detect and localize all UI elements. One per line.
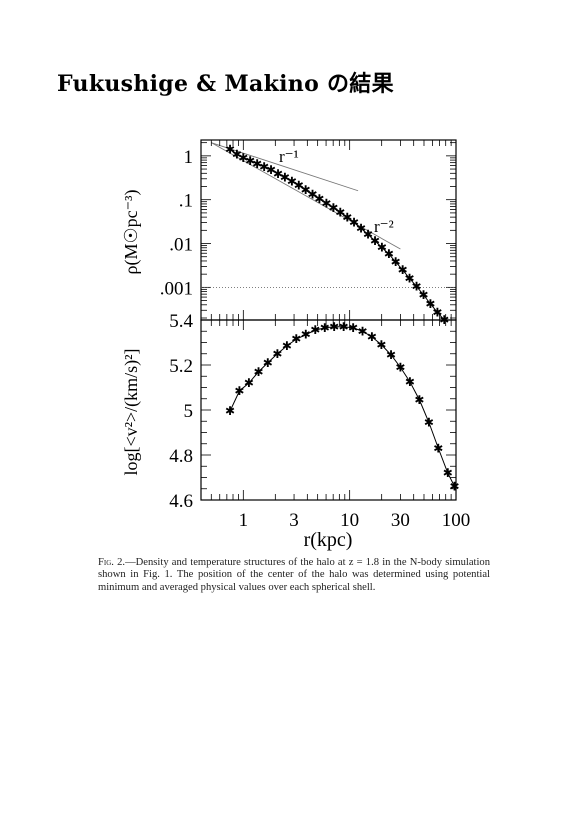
data-point: ✱ xyxy=(328,201,338,215)
temperature-frame xyxy=(200,319,457,501)
page-title: Fukushige & Makino の結果 xyxy=(57,71,394,97)
y-tick-label: 4.6 xyxy=(169,491,193,512)
y-tick-label: .001 xyxy=(160,278,193,299)
data-point: ✱ xyxy=(310,323,320,337)
data-point: ✱ xyxy=(287,174,297,188)
x-axis-label: r(kpc) xyxy=(304,529,353,551)
data-point: ✱ xyxy=(225,143,235,157)
data-point: ✱ xyxy=(398,263,408,277)
data-point: ✱ xyxy=(272,347,282,361)
data-point: ✱ xyxy=(263,356,273,370)
data-point: ✱ xyxy=(443,466,453,480)
data-point: ✱ xyxy=(386,348,396,362)
data-point: ✱ xyxy=(377,241,387,255)
power-law-guide xyxy=(211,142,401,250)
data-point: ✱ xyxy=(291,332,301,346)
temperature-y-label: log[<v²>/(km/s)²] xyxy=(121,348,142,475)
x-tick-label: 100 xyxy=(442,510,471,531)
data-point: ✱ xyxy=(424,415,434,429)
density-y-label: ρ(M☉pc⁻³) xyxy=(121,189,142,274)
data-point: ✱ xyxy=(342,211,352,225)
data-point: ✱ xyxy=(367,330,377,344)
data-point: ✱ xyxy=(357,324,367,338)
data-point: ✱ xyxy=(370,234,380,248)
data-point: ✱ xyxy=(280,171,290,185)
data-point: ✱ xyxy=(314,192,324,206)
density-series-line xyxy=(229,149,445,321)
temperature-panel: 4.64.855.25.41 3 10 30 100✱✱✱✱✱✱✱ ✱ ✱ ✱ ✱ ✱ ✱ ✱ ✱ ✱✱✱… xyxy=(169,140,470,531)
data-point: ✱ xyxy=(348,321,358,335)
data-point: ✱ xyxy=(232,147,242,161)
temperature-series-line xyxy=(229,326,456,487)
data-point: ✱ xyxy=(405,271,415,285)
data-point: ✱ xyxy=(294,179,304,193)
figure-caption: Fig. 2.—Density and temperature structur… xyxy=(98,557,490,594)
data-point: ✱ xyxy=(238,151,248,165)
data-point: ✱ xyxy=(412,279,422,293)
data-point: ✱ xyxy=(273,167,283,181)
data-point: ✱ xyxy=(225,404,235,418)
data-point: ✱ xyxy=(414,393,424,407)
data-point: ✱ xyxy=(245,154,255,168)
caption-label: Fig. 2. xyxy=(98,557,126,568)
data-point: ✱ xyxy=(234,384,244,398)
power-law-guide xyxy=(211,142,359,192)
y-tick-label: 1 xyxy=(184,147,194,168)
data-point: ✱ xyxy=(321,196,331,210)
data-point: ✱ xyxy=(391,255,401,269)
y-tick-label: 5.4 xyxy=(169,311,193,332)
data-point: ✱ xyxy=(395,360,405,374)
density-panel: 1.1.01.001r⁻¹r⁻²✱✱✱✱✱✱✱✱✱✱✱✱✱✱✱✱✱✱✱✱✱✱✱✱… xyxy=(160,139,457,327)
data-point: ✱ xyxy=(266,163,276,177)
data-point: ✱ xyxy=(433,441,443,455)
x-tick-label: 1 xyxy=(239,510,249,531)
caption-text: —Density and temperature structures of t… xyxy=(98,557,490,593)
x-tick-label: 30 xyxy=(391,510,410,531)
y-tick-label: 5 xyxy=(184,401,194,422)
data-point: ✱ xyxy=(356,222,366,236)
data-point: ✱ xyxy=(384,247,394,261)
data-point: ✱ xyxy=(376,338,386,352)
y-tick-label: 5.2 xyxy=(169,356,193,377)
data-point: ✱ xyxy=(432,305,442,319)
x-tick-label: 3 xyxy=(289,510,299,531)
y-tick-label: .1 xyxy=(179,191,193,212)
data-point: ✱ xyxy=(363,228,373,242)
data-point: ✱ xyxy=(244,376,254,390)
data-point: ✱ xyxy=(282,339,292,353)
data-point: ✱ xyxy=(308,188,318,202)
y-tick-label: 4.8 xyxy=(169,446,193,467)
r-minus-2-annotation: r⁻² xyxy=(374,217,394,236)
data-point: ✱ xyxy=(301,183,311,197)
data-point: ✱ xyxy=(349,216,359,230)
axis-labels: ρ(M☉pc⁻³) log[<v²>/(km/s)²] r(kpc) xyxy=(121,189,352,551)
data-point: ✱ xyxy=(339,320,349,334)
data-point: ✱ xyxy=(329,320,339,334)
data-point: ✱ xyxy=(450,480,460,494)
data-point: ✱ xyxy=(425,297,435,311)
y-tick-label: .01 xyxy=(169,235,193,256)
data-point: ✱ xyxy=(252,157,262,171)
data-point: ✱ xyxy=(320,321,330,335)
data-point: ✱ xyxy=(253,365,263,379)
x-tick-label: 10 xyxy=(340,510,359,531)
data-point: ✱ xyxy=(418,288,428,302)
data-point: ✱ xyxy=(335,206,345,220)
data-point: ✱ xyxy=(301,328,311,342)
r-minus-1-annotation: r⁻¹ xyxy=(279,147,299,166)
data-point: ✱ xyxy=(259,160,269,174)
data-point: ✱ xyxy=(405,375,415,389)
